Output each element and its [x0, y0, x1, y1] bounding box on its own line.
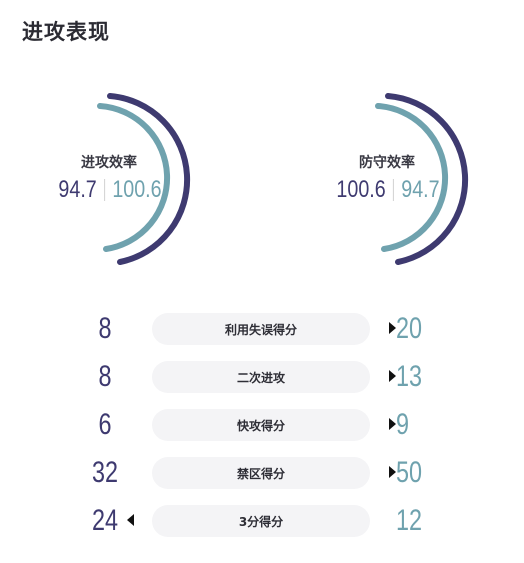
- offensive-efficiency-team-value: 94.7: [58, 176, 97, 203]
- defensive-efficiency-outer-arc: [385, 93, 469, 265]
- stat-row-fast-break: 6 快攻得分 9: [0, 406, 524, 444]
- defensive-efficiency-opponent-value: 94.7: [401, 176, 440, 203]
- offensive-efficiency-arcs: [97, 93, 191, 265]
- offensive-efficiency-outer-arc: [107, 93, 191, 265]
- stat-row-three-points: 24 3分得分 12: [0, 502, 524, 540]
- stat-left-value: 8: [98, 360, 112, 393]
- value-separator: [393, 179, 394, 201]
- stat-left-value: 24: [91, 504, 119, 537]
- offensive-efficiency-gauge: 进攻效率 94.7 100.6: [40, 92, 240, 268]
- stat-row-second-chance: 8 二次进攻 13: [0, 358, 524, 396]
- offensive-efficiency-label: 进攻效率: [81, 155, 137, 171]
- stat-left-value: 32: [91, 456, 119, 489]
- stat-label: 快攻得分: [152, 409, 370, 441]
- defensive-efficiency-arcs: [375, 93, 469, 265]
- stat-right-value: 9: [396, 408, 410, 441]
- defensive-efficiency-label: 防守效率: [359, 155, 415, 171]
- stat-label: 二次进攻: [152, 361, 370, 393]
- stat-left-value: 8: [98, 312, 112, 345]
- leader-arrow-right-icon: [389, 418, 396, 430]
- offensive-efficiency-values: 94.7 100.6: [53, 176, 168, 204]
- stat-label: 3分得分: [152, 505, 370, 537]
- offensive-efficiency-opponent-value: 100.6: [112, 176, 162, 203]
- defensive-efficiency-inner-arc: [375, 103, 449, 252]
- stat-left-value: 6: [98, 408, 112, 441]
- stat-right-value: 13: [396, 360, 423, 393]
- leader-arrow-left-icon: [127, 514, 134, 526]
- offensive-efficiency-inner-arc: [97, 103, 171, 252]
- stat-right-value: 50: [396, 456, 423, 489]
- stat-label: 利用失误得分: [152, 313, 370, 345]
- leader-arrow-right-icon: [389, 322, 396, 334]
- value-separator: [104, 179, 105, 201]
- defensive-efficiency-values: 100.6 94.7: [331, 176, 446, 204]
- leader-arrow-right-icon: [389, 370, 396, 382]
- stat-right-value: 12: [396, 504, 423, 537]
- page-title: 进攻表现: [22, 20, 110, 44]
- leader-arrow-right-icon: [389, 466, 396, 478]
- stat-right-value: 20: [396, 312, 423, 345]
- stat-label: 禁区得分: [152, 457, 370, 489]
- defensive-efficiency-gauge: 防守效率 100.6 94.7: [318, 92, 518, 268]
- defensive-efficiency-team-value: 100.6: [336, 176, 386, 203]
- stat-row-paint-points: 32 禁区得分 50: [0, 454, 524, 492]
- stat-row-turnover-points: 8 利用失误得分 20: [0, 310, 524, 348]
